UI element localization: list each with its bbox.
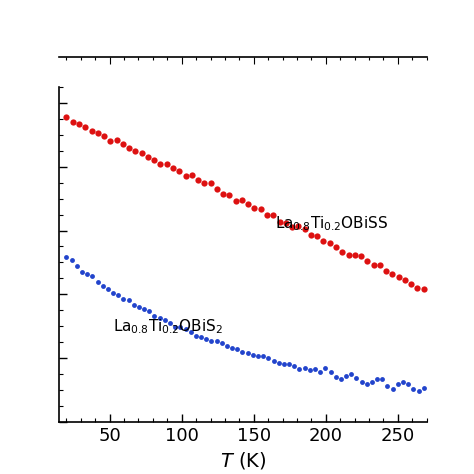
X-axis label: $\it{T}$ (K): $\it{T}$ (K) <box>219 450 266 471</box>
Text: La$_{0.8}$Ti$_{0.2}$OBiSS: La$_{0.8}$Ti$_{0.2}$OBiSS <box>275 215 388 234</box>
Text: La$_{0.8}$Ti$_{0.2}$OBiS$_2$: La$_{0.8}$Ti$_{0.2}$OBiS$_2$ <box>112 317 222 336</box>
